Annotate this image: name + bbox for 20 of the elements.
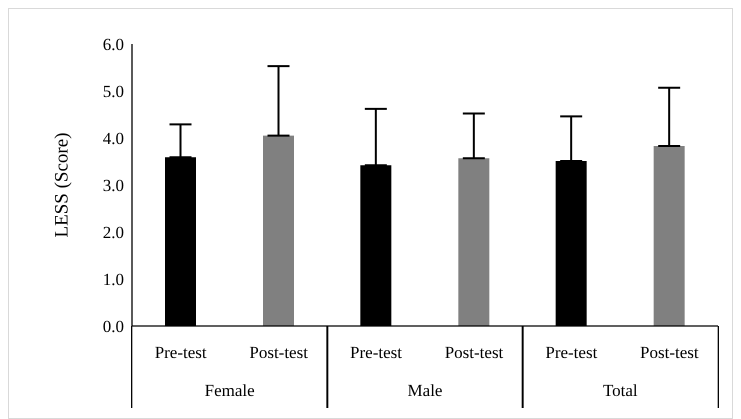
y-tick-label: 6.0	[102, 35, 124, 54]
text: Pre-test	[154, 343, 207, 362]
series-label: Post-test	[444, 343, 504, 362]
x-tick-label: Female	[204, 381, 255, 400]
y-tick-label: 2.0	[102, 223, 124, 242]
bar	[263, 136, 294, 326]
text: Pre-test	[350, 343, 402, 362]
y-tick-label: 3.0	[102, 176, 124, 196]
y-tick-label: 0.0	[102, 317, 124, 336]
bar	[458, 158, 490, 326]
y-tick-label: 5.0	[102, 82, 124, 102]
x-tick-label: Male	[408, 381, 442, 400]
y-axis-title: LESS (Score)	[52, 132, 73, 238]
text: Post-test	[640, 343, 699, 362]
y-tick-label: 4.0	[102, 129, 124, 148]
bar	[654, 146, 685, 326]
series-label: Pre-test	[545, 343, 598, 362]
text: Post-test	[249, 343, 308, 362]
x-tick-label: Total	[602, 381, 638, 400]
y-tick-label: 1.0	[102, 270, 124, 290]
